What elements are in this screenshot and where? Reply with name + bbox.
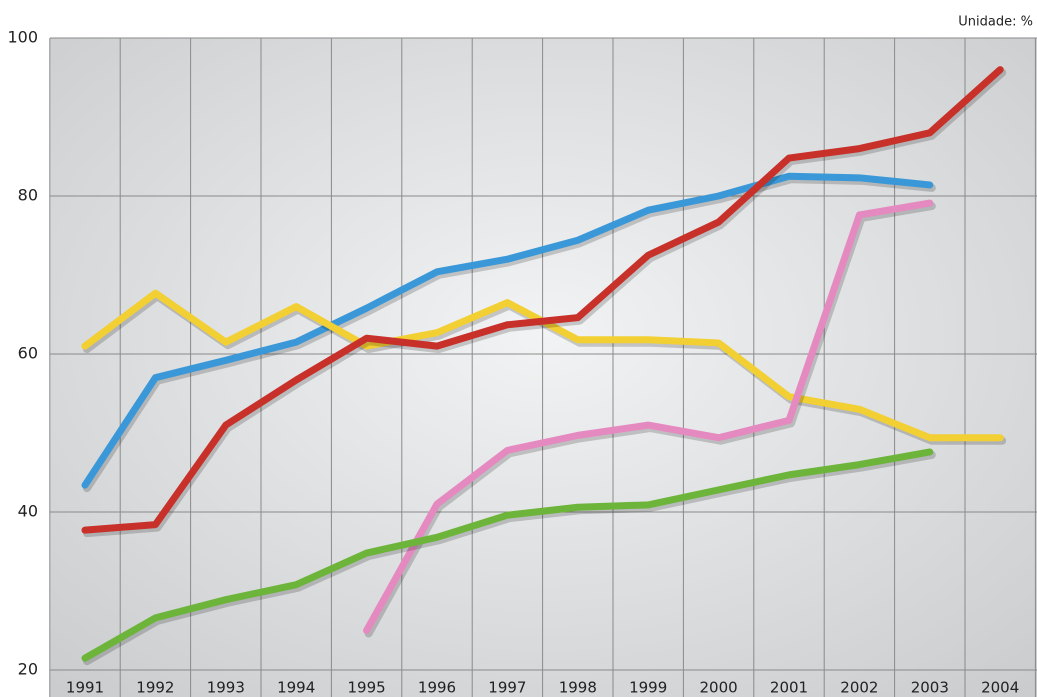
y-tick-label: 80 — [18, 186, 38, 205]
x-tick-label: 1991 — [66, 679, 104, 697]
x-tick-label: 1995 — [348, 679, 386, 697]
y-tick-label: 20 — [18, 660, 38, 679]
x-tick-label: 1999 — [629, 679, 667, 697]
x-tick-label: 1997 — [488, 679, 526, 697]
y-tick-label: 40 — [18, 502, 38, 521]
x-tick-label: 1994 — [277, 679, 315, 697]
y-tick-label: 60 — [18, 344, 38, 363]
x-tick-label: 2001 — [770, 679, 808, 697]
data-line — [363, 199, 934, 634]
x-tick-label: 2002 — [840, 679, 878, 697]
x-tick-label: 2000 — [700, 679, 738, 697]
unit-label: Unidade: % — [958, 15, 1033, 30]
x-tick-label: 1996 — [418, 679, 456, 697]
x-tick-label: 1998 — [559, 679, 597, 697]
data-line — [81, 66, 1004, 534]
data-line — [81, 448, 934, 662]
x-tick-label: 1993 — [207, 679, 245, 697]
x-tick-label: 2003 — [911, 679, 949, 697]
y-tick-label: 100 — [7, 28, 38, 47]
x-tick-label: 1992 — [136, 679, 174, 697]
x-tick-label: 2004 — [981, 679, 1019, 697]
data-line — [81, 172, 934, 489]
